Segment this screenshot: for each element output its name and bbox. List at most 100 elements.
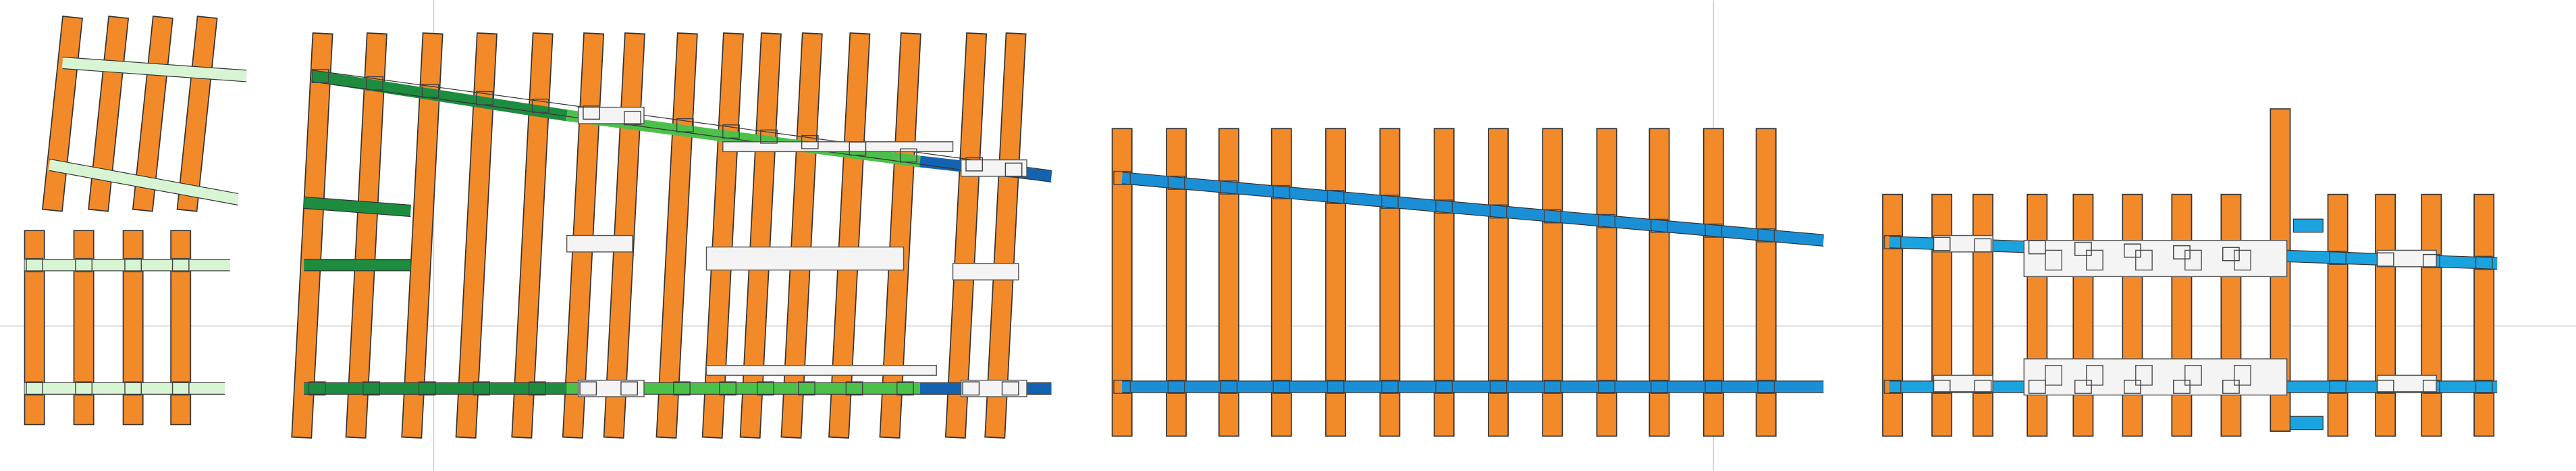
sleeper bbox=[2421, 193, 2442, 437]
rail-clip bbox=[171, 381, 190, 396]
sleeper bbox=[2171, 193, 2193, 437]
sleeper-body bbox=[2072, 193, 2094, 437]
sleeper bbox=[2122, 193, 2143, 437]
rail-clip bbox=[124, 381, 142, 396]
rail-clip bbox=[2222, 247, 2240, 262]
rail-clip bbox=[1543, 379, 1561, 394]
rail-clip bbox=[1933, 237, 1951, 251]
rail-clip bbox=[1705, 223, 1723, 238]
rail-clip bbox=[1380, 379, 1399, 394]
switch-part bbox=[722, 141, 954, 153]
sleeper bbox=[984, 32, 1027, 439]
rail-clip bbox=[1933, 379, 1951, 394]
rail-clip bbox=[719, 381, 737, 396]
rail-clip bbox=[1326, 379, 1345, 394]
sleeper-body bbox=[1882, 193, 1904, 437]
rail-clip bbox=[1272, 379, 1291, 394]
sleeper-body bbox=[944, 32, 988, 439]
switch-part bbox=[1933, 234, 1993, 253]
rail-clip bbox=[673, 381, 691, 396]
sleeper bbox=[879, 32, 921, 439]
rail-clip bbox=[757, 381, 774, 396]
rail-clip bbox=[528, 381, 546, 396]
rail-clip bbox=[798, 381, 815, 396]
rail-clip bbox=[476, 91, 493, 105]
sleeper-body bbox=[879, 32, 921, 439]
rail-clip bbox=[760, 129, 778, 144]
rail-clip bbox=[75, 381, 93, 396]
sleeper bbox=[1931, 193, 1953, 437]
rail bbox=[304, 207, 411, 218]
rail-clip bbox=[418, 381, 436, 396]
rail-clip bbox=[1757, 228, 1775, 243]
rail-clip bbox=[365, 76, 383, 91]
rail-clip bbox=[1326, 190, 1345, 204]
switch-part bbox=[2045, 249, 2062, 271]
switch-part bbox=[705, 246, 905, 271]
rail-clip bbox=[1167, 379, 1185, 394]
rail-clip bbox=[1435, 199, 1453, 214]
sleeper-body bbox=[511, 32, 554, 439]
rail-clip bbox=[75, 257, 93, 272]
rail-clip bbox=[849, 141, 867, 156]
sleeper bbox=[2327, 193, 2349, 437]
sleeper bbox=[944, 32, 988, 439]
rail-clip bbox=[26, 381, 44, 396]
rail-clip bbox=[2173, 245, 2191, 259]
switch-part bbox=[2234, 365, 2251, 386]
rail-clip bbox=[2124, 379, 2141, 394]
rail-clip bbox=[845, 381, 863, 396]
sleeper bbox=[2473, 193, 2495, 437]
sleeper bbox=[1882, 193, 1904, 437]
sleeper bbox=[2072, 193, 2094, 437]
sleeper-body bbox=[739, 32, 782, 439]
sleeper bbox=[2375, 193, 2396, 437]
rail-clip bbox=[583, 105, 601, 120]
rail-clip bbox=[1705, 379, 1723, 394]
rail-clip bbox=[2475, 379, 2493, 394]
switch-part bbox=[2376, 374, 2437, 393]
rail-clip bbox=[2376, 252, 2394, 267]
sleeper-body bbox=[2473, 193, 2495, 437]
rail-clip bbox=[722, 124, 740, 139]
sleeper bbox=[828, 32, 871, 439]
rail-clip bbox=[2329, 251, 2347, 265]
rail-clip bbox=[1974, 238, 1992, 253]
rail-clip bbox=[896, 381, 914, 396]
rail bbox=[312, 70, 1052, 171]
sleeper bbox=[42, 16, 83, 212]
sleeper-body bbox=[1931, 193, 1953, 437]
switch-part bbox=[577, 106, 645, 124]
rail-clip bbox=[1598, 214, 1616, 228]
switch-part bbox=[1933, 374, 1993, 393]
rail-clip bbox=[2222, 379, 2240, 394]
rail-clip bbox=[1004, 162, 1023, 177]
switch-part bbox=[960, 159, 1027, 177]
rail bbox=[1122, 183, 1824, 247]
rail-clip bbox=[1974, 379, 1992, 394]
sleeper bbox=[1972, 193, 1993, 437]
rail-clip bbox=[2173, 379, 2191, 394]
rail-clip bbox=[308, 381, 326, 396]
sleeper-body bbox=[2122, 193, 2143, 437]
rail-clip bbox=[1380, 195, 1399, 209]
rail-clip bbox=[1113, 170, 1131, 185]
sleeper-body bbox=[345, 32, 387, 439]
sleeper-body bbox=[455, 32, 498, 439]
rail-clip bbox=[2074, 241, 2092, 256]
sleeper bbox=[176, 16, 218, 212]
switch-part bbox=[2086, 249, 2103, 271]
sleeper-body bbox=[2027, 193, 2048, 437]
rail bbox=[62, 68, 247, 82]
sleeper bbox=[345, 32, 387, 439]
rail-clip bbox=[620, 381, 638, 396]
rail bbox=[49, 170, 238, 206]
rail bbox=[303, 197, 412, 217]
switch-part bbox=[960, 379, 1027, 397]
sleeper bbox=[291, 32, 333, 439]
rail-clip bbox=[363, 381, 380, 396]
rail-clip bbox=[1167, 176, 1185, 190]
rail-clip bbox=[421, 83, 439, 98]
sleeper bbox=[511, 32, 554, 439]
sleeper bbox=[2027, 193, 2048, 437]
